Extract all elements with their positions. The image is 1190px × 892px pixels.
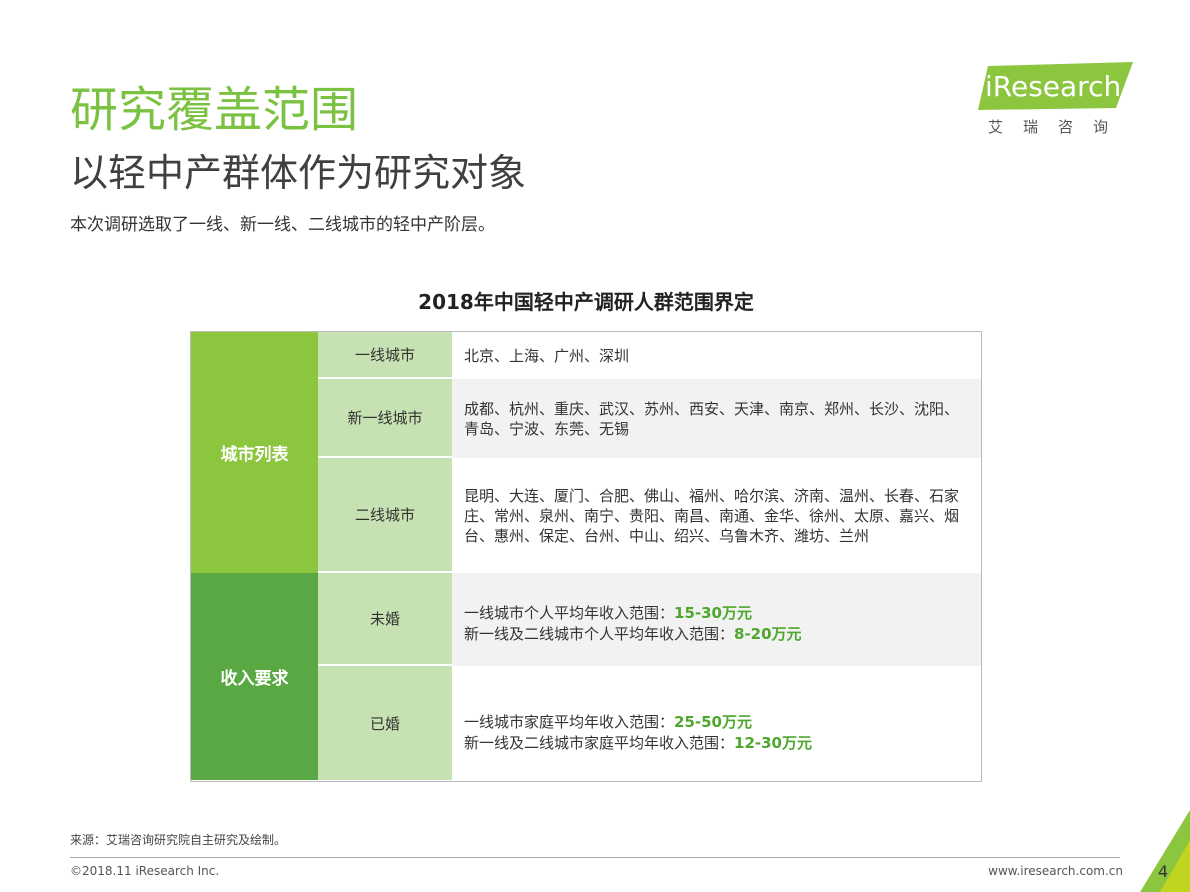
income-text: 新一线及二线城市家庭平均年收入范围： (464, 734, 735, 752)
logo-tagline: 艾瑞咨询 (988, 118, 1129, 136)
footer-rule (70, 857, 1120, 858)
income-line: 新一线及二线城市家庭平均年收入范围：12-30万元 (464, 733, 812, 754)
row-label: 已婚 (318, 666, 452, 780)
group-label: 城市列表 (191, 332, 318, 573)
table-border (190, 331, 982, 782)
income-text: 一线城市个人平均年收入范围： (464, 603, 675, 622)
title: 研究覆盖范围 (70, 82, 359, 138)
logo-bg (978, 62, 1133, 110)
group-label: 收入要求 (191, 573, 318, 780)
page-number: 4 (1158, 862, 1169, 881)
income-line: 一线城市个人平均年收入范围：15-30万元 (464, 603, 802, 624)
row-label: 未婚 (318, 573, 452, 666)
row-content: 一线城市家庭平均年收入范围：25-50万元 新一线及二线城市家庭平均年收入范围：… (452, 666, 981, 780)
income-value: 12-30万元 (734, 734, 812, 752)
url: www.iresearch.com.cn (988, 864, 1123, 878)
income-text: 新一线及二线城市个人平均年收入范围： (464, 624, 735, 643)
row-content: 昆明、大连、厦门、合肥、佛山、福州、哈尔滨、济南、温州、长春、石家庄、常州、泉州… (452, 458, 981, 573)
row-content: 成都、杭州、重庆、武汉、苏州、西安、天津、南京、郑州、长沙、沈阳、青岛、宁波、东… (452, 379, 981, 458)
income-value: 15-30万元 (674, 603, 752, 622)
source: 来源：艾瑞咨询研究院自主研究及绘制。 (70, 833, 287, 847)
income-value: 8-20万元 (734, 624, 802, 643)
income-text: 一线城市家庭平均年收入范围： (464, 713, 675, 731)
subtitle: 以轻中产群体作为研究对象 (70, 151, 527, 195)
row-content: 北京、上海、广州、深圳 (452, 332, 981, 379)
table-title: 2018年中国轻中产调研人群范围界定 (418, 290, 754, 314)
row-label: 二线城市 (318, 458, 452, 573)
logo-brand: iResearch (985, 70, 1122, 103)
row-content: 一线城市个人平均年收入范围：15-30万元 新一线及二线城市个人平均年收入范围：… (452, 573, 981, 666)
copyright: ©2018.11 iResearch Inc. (70, 864, 220, 878)
row-label: 一线城市 (318, 332, 452, 379)
description: 本次调研选取了一线、新一线、二线城市的轻中产阶层。 (70, 215, 495, 235)
row-label: 新一线城市 (318, 379, 452, 458)
corner-triangle (1140, 810, 1190, 892)
income-value: 25-50万元 (674, 713, 752, 731)
income-line: 新一线及二线城市个人平均年收入范围：8-20万元 (464, 624, 802, 645)
income-line: 一线城市家庭平均年收入范围：25-50万元 (464, 712, 812, 733)
